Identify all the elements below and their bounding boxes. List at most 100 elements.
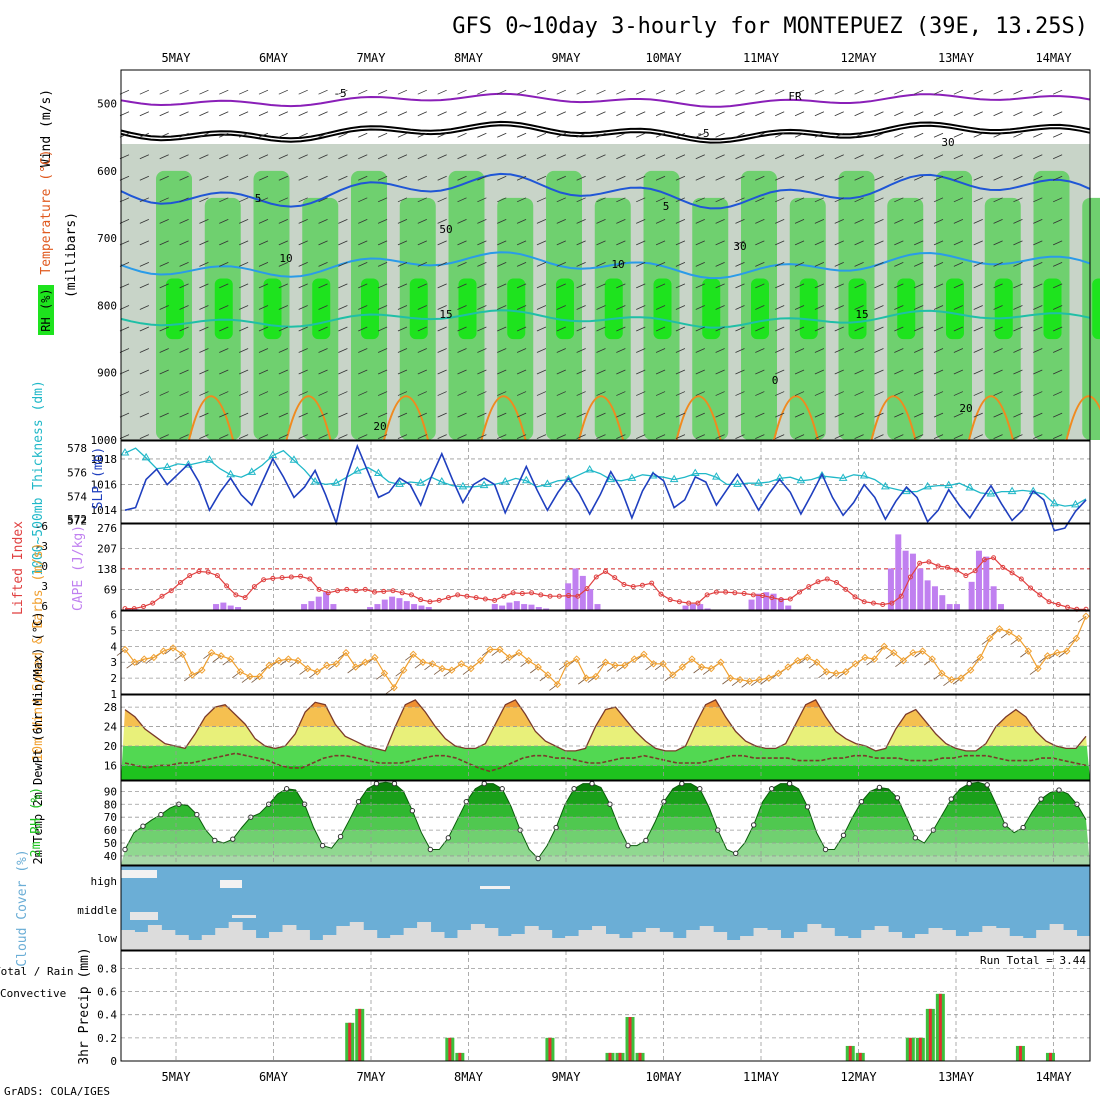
wind-barb (179, 391, 189, 396)
rh-marker (858, 798, 865, 805)
wind-barb (258, 434, 269, 439)
wind-barb (437, 434, 447, 439)
wind-barb (854, 89, 864, 95)
wind-barb (993, 89, 1003, 95)
wind-barb (338, 369, 348, 375)
cloud-low-bar (645, 928, 660, 950)
wind-barb (616, 175, 626, 181)
cloud-low-bar (915, 934, 929, 950)
wind-barb (397, 305, 408, 310)
precip-conv-bar (358, 1008, 362, 1061)
wind-barb (457, 240, 467, 246)
wind-barb (874, 305, 884, 310)
wind-barb (933, 89, 944, 95)
thickness-tick: 578 (67, 442, 87, 455)
wind-barb (655, 391, 666, 396)
rh-marker (1038, 796, 1044, 802)
lifted-marker (187, 573, 193, 579)
rh-marker (750, 822, 757, 828)
wind-barb (596, 89, 606, 95)
lifted-marker (667, 597, 673, 603)
thickness-axis-label: 1000~500mb Thickness (dm) (31, 380, 46, 576)
wind-barb (596, 175, 606, 181)
lifted-marker (732, 590, 738, 596)
wind-barb (655, 154, 666, 160)
wind-barb (616, 262, 626, 267)
wind-barb (953, 391, 964, 396)
wind-speed-marker (399, 666, 408, 674)
wind-barb (735, 369, 745, 375)
cloud-low-bar (888, 932, 903, 950)
wind-barb (576, 132, 586, 138)
wind-barb (437, 89, 447, 95)
wind-speed-marker (842, 668, 850, 676)
cape-bar (704, 608, 711, 610)
wind-barb (497, 305, 507, 310)
surface-barb (943, 679, 952, 687)
wind-speed-marker (150, 653, 158, 662)
surface-barb (645, 663, 654, 671)
wind-barb (258, 326, 269, 332)
cloud-low-bar (444, 938, 458, 950)
cloud-low-bar (147, 925, 162, 950)
wind-speed-marker (275, 656, 283, 665)
lifted-marker (630, 584, 636, 590)
cape-bar (315, 596, 322, 610)
cloud-low-bar (793, 932, 808, 950)
precip-conv-bar (638, 1052, 642, 1061)
wind-barb (794, 240, 805, 246)
wind-barb (298, 132, 308, 138)
wind-barb (1013, 434, 1023, 439)
surface-barb (693, 666, 702, 674)
cloud-low-bar (484, 928, 499, 950)
wind-barb (179, 197, 189, 203)
lifted-marker (704, 592, 710, 598)
cape-bar (997, 604, 1004, 610)
wind-barb (179, 434, 189, 439)
lifted-tick: -6 (35, 520, 48, 533)
precip-conv-bar (908, 1037, 912, 1061)
wind-barb (139, 305, 150, 310)
wind-barb (139, 175, 150, 181)
wind-barb (516, 132, 527, 138)
wind-barb (516, 283, 527, 289)
wind-barb (953, 326, 964, 332)
isotherm-label: 10 (279, 252, 292, 265)
precip-tick: 0.8 (97, 962, 117, 975)
lifted-marker (140, 604, 146, 610)
wind-barb (318, 111, 328, 117)
wind-barb (556, 434, 566, 439)
cape-bar (777, 598, 784, 610)
rh-tick: 70 (104, 811, 117, 824)
cloud-low-bar (228, 922, 243, 950)
cloud-low-bar (780, 938, 795, 950)
wind-barb (1033, 434, 1043, 439)
rh-axis-label: 2m RH (%) (29, 787, 44, 857)
cloud-row-label: low (97, 932, 117, 945)
cape-bar (572, 568, 579, 610)
surface-barb (1029, 668, 1039, 675)
wind-barb (794, 111, 805, 117)
wind-barb (477, 132, 487, 138)
cloud-low-bar (968, 932, 983, 950)
precip-run-total: Run Total = 3.44 (980, 954, 1086, 967)
wind-barb (854, 348, 864, 353)
wind-barb (993, 218, 1003, 224)
wind-barb (238, 132, 249, 138)
temp-axis-label: 2m Temp 2m DewPt (6hr Min/Max) (°C) (31, 612, 45, 865)
wind-barb (834, 305, 844, 310)
isotherm-label: -5 (333, 87, 346, 100)
wind-barb (377, 369, 388, 375)
wind-barb (933, 154, 944, 160)
wind-barb (457, 262, 467, 267)
wind-barb (735, 111, 745, 117)
precip-conv-bar (628, 1017, 632, 1061)
wind-speed-marker (986, 634, 994, 643)
wind-barb (516, 175, 527, 181)
wind-barb (834, 262, 844, 267)
wind-barb (675, 326, 686, 332)
wind-barb (973, 154, 983, 160)
thickness-marker (395, 479, 404, 487)
wind-speed-marker (467, 664, 475, 673)
wind-barb (497, 197, 507, 203)
